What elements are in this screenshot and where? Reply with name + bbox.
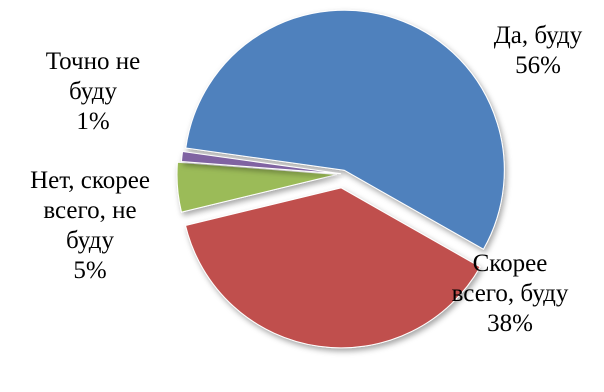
slice-labels: Да, буду 56% Скорее всего, буду 38% Нет, скор… — [30, 22, 583, 337]
slice-label-2: Скорее всего, буду 38% — [452, 250, 569, 337]
slice-label-line: Нет, скорее — [30, 167, 150, 194]
slice-label-line: всего, не — [43, 197, 136, 224]
slice-label-line: 5% — [73, 257, 106, 284]
slice-label-line: 1% — [76, 108, 109, 135]
pie-slice-3 — [176, 161, 338, 213]
slice-label-4: Точно не буду 1% — [46, 48, 140, 135]
slice-label-line: 38% — [487, 310, 533, 337]
slice-label-3: Нет, скорее всего, не буду 5% — [30, 167, 150, 284]
slice-label-line: Точно не — [46, 48, 140, 75]
slice-label-1: Да, буду 56% — [494, 22, 583, 79]
pie-slice-1 — [185, 9, 505, 250]
pie-slices — [176, 9, 505, 349]
slice-label-line: буду — [66, 227, 114, 254]
slice-label-line: Да, буду — [494, 22, 583, 49]
pie-slice-4 — [180, 150, 342, 175]
pie-slice-2 — [184, 187, 481, 349]
slice-label-line: Скорее — [473, 250, 548, 277]
slice-label-line: 56% — [515, 52, 561, 79]
slice-label-line: буду — [69, 78, 117, 105]
slice-label-line: всего, буду — [452, 280, 569, 307]
